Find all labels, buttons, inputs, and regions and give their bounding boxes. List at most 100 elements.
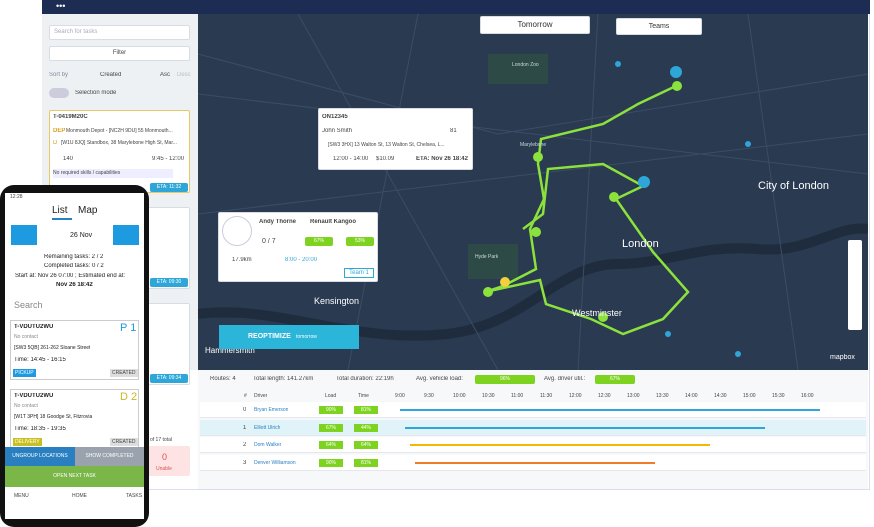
place-label: Kensington (314, 296, 360, 306)
driver-util-bar: 67% (595, 375, 635, 384)
dest-address: [W1U 8JQ] Standbox, 38 Marylebone High S… (61, 140, 177, 146)
popup-id: ON12345 (322, 114, 348, 120)
remaining: Remaining tasks: 2 / 2 (44, 254, 104, 260)
next-day[interactable] (113, 225, 139, 245)
end: Nov 26 18:42 (56, 282, 93, 288)
unable-count: 0 (162, 452, 168, 462)
task-contact: No contact (14, 403, 38, 409)
driver-team: Team 1 (344, 268, 374, 278)
driver-vehicle: Renault Kangoo (310, 219, 356, 225)
task-eta: ETA: 09:34 (150, 374, 188, 383)
vehicle-load-bar: 96% (475, 375, 535, 384)
row-index: 1 (243, 424, 247, 431)
asc[interactable]: Asc (160, 72, 171, 78)
place-label: Hyde Park (475, 254, 499, 260)
task-id: T-0419M20C (53, 114, 88, 120)
zoom-controls[interactable] (848, 240, 862, 330)
filter-button[interactable]: Filter (49, 46, 190, 61)
place-label: Marylebone (520, 142, 547, 148)
sort-select[interactable]: Created (100, 72, 122, 78)
hour-label: 15:00 (743, 393, 756, 399)
place-label: London Zoo (512, 62, 539, 68)
driver-load: 67% (305, 237, 333, 246)
row-time: 81% (354, 458, 378, 467)
driver-tasks: 0 / 7 (262, 238, 276, 245)
map (198, 14, 868, 370)
toggle[interactable] (49, 88, 69, 98)
teams-selector[interactable]: Teams (616, 18, 702, 35)
task-address: [W1T 3PH] 18 Goodge St, Fitzrovia (14, 414, 93, 420)
hour-label: 11:00 (511, 393, 524, 399)
driver-hours: 8:00 - 20:00 (285, 257, 318, 263)
popup-eta: ETA: Nov 26 18:42 (416, 156, 468, 162)
task-popup (318, 108, 473, 170)
phone-date: 26 Nov (70, 232, 93, 239)
task-badge: D 2 (120, 391, 138, 403)
hour-label: 12:00 (569, 393, 582, 399)
driver-util-label: Avg. driver util.: (544, 376, 586, 382)
unable-box (142, 446, 190, 476)
hour-label: 13:00 (627, 393, 640, 399)
task-search[interactable]: Search for tasks (49, 25, 190, 40)
tab-indicator (52, 218, 72, 220)
hour-label: 10:00 (453, 393, 466, 399)
task-time: Time: 18:35 - 19:35 (14, 426, 66, 432)
header-time: Time (358, 393, 369, 399)
popup-name: John Smith (322, 128, 353, 134)
row-index: 2 (243, 442, 247, 448)
attribution: mapbox (830, 354, 855, 361)
ungroup-button[interactable]: UNGROUP LOCATIONS (5, 447, 75, 466)
row-time: 64% (354, 441, 378, 449)
hour-label: 14:30 (714, 393, 727, 399)
header-load: Load (325, 393, 337, 399)
row-load: 90% (319, 406, 343, 414)
reoptimize-button[interactable]: REOPTIMIZE (248, 333, 291, 340)
task-time: 9:45 - 12:00 (152, 156, 185, 162)
hour-label: 16:00 (801, 393, 814, 399)
reoptimize-bar[interactable] (219, 325, 359, 349)
task-contact: No contact (14, 334, 38, 340)
selection-mode: Selection mode (75, 90, 117, 96)
completed: Completed tasks: 0 / 2 (44, 263, 104, 269)
desc[interactable]: Desc (177, 72, 191, 78)
row-load: 90% (319, 458, 343, 467)
task-skills: No required skills / capabilities (53, 169, 173, 178)
dep-address: Monmouth Depot - [NC2H 9DU] 55 Monmouth.… (66, 128, 173, 134)
prev-day[interactable] (11, 225, 37, 245)
tab-map[interactable]: Map (78, 205, 98, 216)
dest-tag: D (53, 140, 58, 146)
show-completed-button[interactable]: SHOW COMPLETED (75, 447, 144, 466)
date-selector[interactable]: Tomorrow (480, 16, 590, 34)
nav-tasks[interactable]: TASKS (126, 493, 143, 499)
task-id: T-VDUTU2WU (14, 393, 54, 399)
task-card[interactable] (49, 110, 190, 193)
open-next-button[interactable]: OPEN NEXT TASK (5, 466, 144, 487)
nav-menu[interactable]: MENU (14, 493, 29, 499)
clock: 12:28 (10, 194, 23, 200)
hour-label: 9:30 (424, 393, 434, 399)
route-bar (415, 461, 655, 464)
tab-list[interactable]: List (52, 205, 68, 216)
popup-window: 12:00 - 14:00 (333, 156, 369, 162)
task-kind: DELIVERY (13, 438, 42, 446)
place-label: London (622, 238, 659, 250)
row-driver: Bryan Emerson (254, 407, 289, 413)
route-bar (405, 426, 765, 429)
row-load: 64% (319, 441, 343, 449)
title-bar: ••• (42, 0, 870, 14)
task-id: T-VDUTU2WU (14, 324, 54, 330)
phone-search[interactable]: Search (14, 300, 43, 310)
driver-time: 53% (346, 237, 374, 246)
hour-label: 11:30 (540, 393, 553, 399)
route-bar (410, 444, 710, 446)
row-time: 81% (354, 406, 378, 414)
routes: Routes: 4 (210, 376, 236, 382)
start: Start at: Nov 26 07:00 ; Estimated end a… (15, 273, 126, 279)
row-time: 44% (354, 423, 378, 432)
task-eta: ETA: 09:30 (150, 278, 188, 287)
nav-home[interactable]: HOME (72, 493, 87, 499)
row-load: 67% (319, 423, 343, 432)
total-duration: Total duration: 22:19h (336, 376, 394, 382)
task-status: CREATED (110, 369, 138, 377)
